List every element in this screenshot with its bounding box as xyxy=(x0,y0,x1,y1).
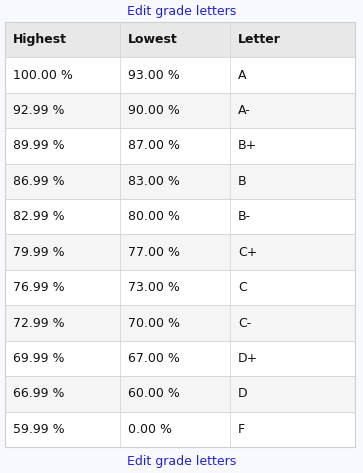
Text: A-: A- xyxy=(238,104,251,117)
Text: 70.00 %: 70.00 % xyxy=(128,316,180,330)
Bar xyxy=(5,341,355,376)
Text: 0.00 %: 0.00 % xyxy=(128,423,172,436)
Text: 76.99 %: 76.99 % xyxy=(13,281,65,294)
Text: 86.99 %: 86.99 % xyxy=(13,175,65,188)
Text: C-: C- xyxy=(238,316,251,330)
Text: 66.99 %: 66.99 % xyxy=(13,387,65,400)
Bar xyxy=(5,22,355,57)
Text: 92.99 %: 92.99 % xyxy=(13,104,65,117)
Text: Edit grade letters: Edit grade letters xyxy=(127,5,236,18)
Text: B-: B- xyxy=(238,210,251,223)
Text: Highest: Highest xyxy=(13,33,67,46)
Text: 72.99 %: 72.99 % xyxy=(13,316,65,330)
Text: D+: D+ xyxy=(238,352,258,365)
Text: F: F xyxy=(238,423,245,436)
Text: A: A xyxy=(238,69,246,82)
Text: 69.99 %: 69.99 % xyxy=(13,352,65,365)
Text: 93.00 %: 93.00 % xyxy=(128,69,180,82)
Bar xyxy=(5,235,355,270)
Text: C+: C+ xyxy=(238,245,257,259)
Text: D: D xyxy=(238,387,248,400)
Bar xyxy=(5,164,355,199)
Text: 82.99 %: 82.99 % xyxy=(13,210,65,223)
Text: 77.00 %: 77.00 % xyxy=(128,245,180,259)
Text: 90.00 %: 90.00 % xyxy=(128,104,180,117)
Text: C: C xyxy=(238,281,247,294)
Text: Edit grade letters: Edit grade letters xyxy=(127,455,236,467)
Text: 59.99 %: 59.99 % xyxy=(13,423,65,436)
Bar xyxy=(5,128,355,164)
Bar xyxy=(5,22,355,447)
Text: 100.00 %: 100.00 % xyxy=(13,69,73,82)
Bar xyxy=(5,270,355,306)
Text: Lowest: Lowest xyxy=(128,33,178,46)
Bar xyxy=(5,199,355,235)
Text: 79.99 %: 79.99 % xyxy=(13,245,65,259)
Text: 87.00 %: 87.00 % xyxy=(128,140,180,152)
Bar xyxy=(5,412,355,447)
Bar xyxy=(5,93,355,128)
Text: 67.00 %: 67.00 % xyxy=(128,352,180,365)
Text: 83.00 %: 83.00 % xyxy=(128,175,180,188)
Bar xyxy=(5,306,355,341)
Text: 60.00 %: 60.00 % xyxy=(128,387,180,400)
Text: 89.99 %: 89.99 % xyxy=(13,140,65,152)
Text: 73.00 %: 73.00 % xyxy=(128,281,180,294)
Bar xyxy=(5,57,355,93)
Text: B: B xyxy=(238,175,246,188)
Bar xyxy=(5,376,355,412)
Text: B+: B+ xyxy=(238,140,257,152)
Text: 80.00 %: 80.00 % xyxy=(128,210,180,223)
Text: Letter: Letter xyxy=(238,33,281,46)
